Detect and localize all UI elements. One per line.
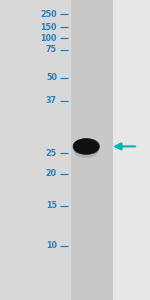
Text: 10: 10 <box>46 242 57 250</box>
Text: 150: 150 <box>40 22 57 32</box>
Text: 100: 100 <box>40 34 57 43</box>
Bar <box>70 0 112 300</box>
Text: 25: 25 <box>46 148 57 158</box>
Text: 250: 250 <box>40 10 57 19</box>
Text: 75: 75 <box>46 45 57 54</box>
Text: 15: 15 <box>46 201 57 210</box>
Text: 20: 20 <box>46 169 57 178</box>
Bar <box>112 0 150 300</box>
Text: 50: 50 <box>46 74 57 82</box>
Text: 37: 37 <box>46 96 57 105</box>
Ellipse shape <box>74 145 99 155</box>
Ellipse shape <box>73 138 100 155</box>
Ellipse shape <box>75 148 98 158</box>
